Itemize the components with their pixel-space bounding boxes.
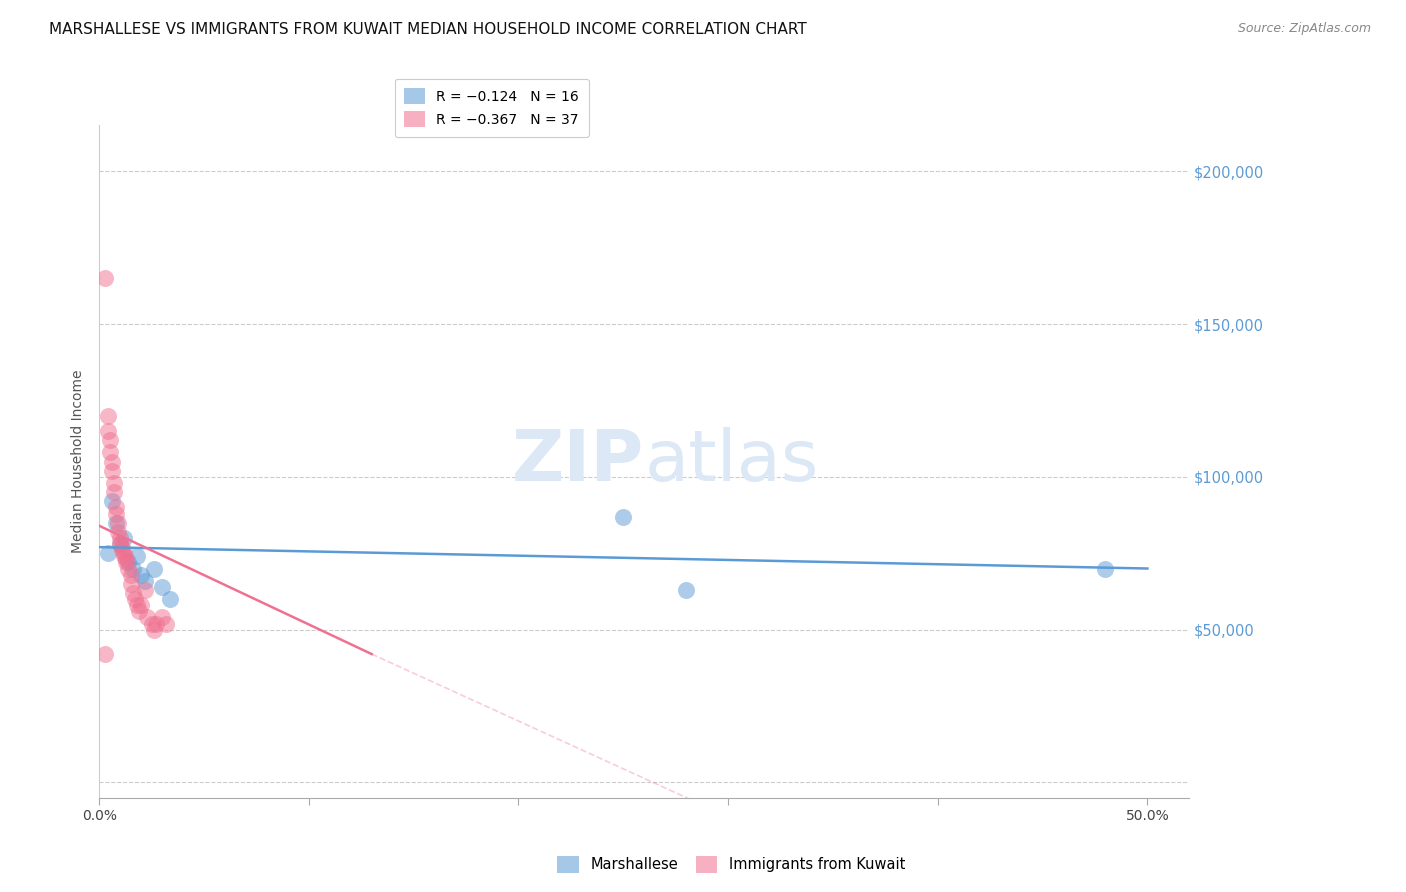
Point — [94, 647, 117, 661]
Point — [100, 494, 122, 508]
Point — [100, 454, 122, 468]
Point — [145, 616, 167, 631]
Point — [96, 424, 118, 438]
Point — [111, 540, 134, 554]
Y-axis label: Median Household Income: Median Household Income — [72, 370, 86, 553]
Point — [150, 580, 173, 594]
Legend: R = −0.124   N = 16, R = −0.367   N = 37: R = −0.124 N = 16, R = −0.367 N = 37 — [395, 78, 589, 137]
Point — [142, 561, 165, 575]
Point — [104, 507, 127, 521]
Point — [141, 616, 163, 631]
Point — [675, 582, 697, 597]
Point — [107, 516, 129, 530]
Point — [96, 546, 118, 560]
Point — [104, 500, 127, 515]
Point — [159, 592, 181, 607]
Point — [112, 531, 135, 545]
Point — [115, 555, 138, 569]
Point — [103, 475, 125, 490]
Point — [107, 524, 129, 539]
Point — [136, 610, 159, 624]
Point — [134, 582, 156, 597]
Point — [125, 598, 148, 612]
Point — [612, 509, 634, 524]
Point — [111, 543, 134, 558]
Point — [120, 576, 142, 591]
Point — [129, 567, 152, 582]
Point — [96, 409, 118, 423]
Point — [98, 445, 121, 459]
Point — [142, 623, 165, 637]
Point — [117, 561, 139, 575]
Point — [100, 464, 122, 478]
Text: atlas: atlas — [644, 427, 818, 496]
Point — [98, 433, 121, 447]
Point — [124, 592, 146, 607]
Text: ZIP: ZIP — [512, 427, 644, 496]
Point — [120, 567, 142, 582]
Point — [115, 552, 138, 566]
Point — [104, 516, 127, 530]
Point — [134, 574, 156, 588]
Point — [112, 549, 135, 564]
Point — [108, 537, 131, 551]
Point — [112, 546, 135, 560]
Text: MARSHALLESE VS IMMIGRANTS FROM KUWAIT MEDIAN HOUSEHOLD INCOME CORRELATION CHART: MARSHALLESE VS IMMIGRANTS FROM KUWAIT ME… — [49, 22, 807, 37]
Point — [117, 555, 139, 569]
Point — [121, 586, 143, 600]
Point — [128, 604, 150, 618]
Point — [129, 598, 152, 612]
Point — [1094, 561, 1116, 575]
Legend: Marshallese, Immigrants from Kuwait: Marshallese, Immigrants from Kuwait — [550, 849, 912, 880]
Point — [103, 485, 125, 500]
Point — [121, 561, 143, 575]
Point — [94, 271, 117, 285]
Point — [150, 610, 173, 624]
Text: Source: ZipAtlas.com: Source: ZipAtlas.com — [1237, 22, 1371, 36]
Point — [155, 616, 177, 631]
Point — [108, 531, 131, 545]
Point — [125, 549, 148, 564]
Point — [108, 537, 131, 551]
